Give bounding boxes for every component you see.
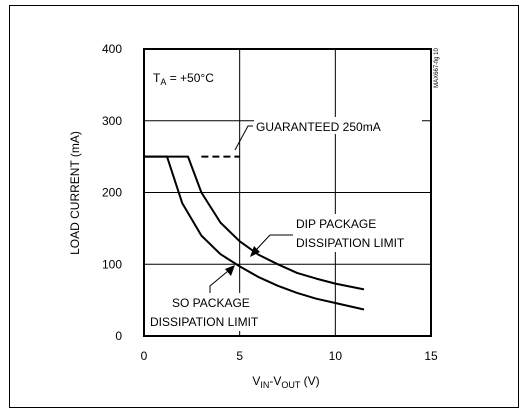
guaranteed-leader (234, 125, 253, 151)
y-tick-label: 300 (102, 114, 122, 128)
x-axis-title: VIN-VOUT (V) (252, 374, 319, 390)
dip-label-mask (292, 214, 430, 252)
guaranteed-label-mask (254, 117, 422, 134)
x-tick-label: 5 (236, 349, 243, 363)
x-tick-label: 10 (329, 349, 343, 363)
so-label-line2: DISSIPATION LIMIT (150, 315, 259, 329)
plot-area-border (143, 48, 432, 337)
so-leader (209, 270, 229, 293)
dip-arrowhead (250, 246, 260, 257)
x-tick-label: 0 (141, 349, 148, 363)
dip-label-line2: DISSIPATION LIMIT (296, 236, 405, 250)
series-line-so (144, 155, 365, 311)
y-tick-label: 100 (102, 257, 122, 271)
tick-labels: 0 5 10 15 0 100 200 300 400 (102, 42, 438, 363)
so-arrowhead (225, 265, 235, 276)
series (144, 155, 365, 311)
y-axis-title: LOAD CURRENT (mA) (68, 131, 82, 255)
dip-label-line1: DIP PACKAGE (296, 217, 376, 231)
figure-frame (9, 5, 519, 408)
figure-id: MAX667-fig 10 (434, 48, 440, 88)
x-tick-label: 15 (424, 349, 438, 363)
so-label-line1: SO PACKAGE (172, 296, 250, 310)
temperature-condition: TA = +50°C (153, 71, 214, 87)
so-label-mask (147, 293, 281, 331)
guaranteed-label: GUARANTEED 250mA (256, 120, 381, 134)
y-tick-label: 0 (115, 329, 122, 343)
grid (144, 49, 431, 336)
y-tick-label: 400 (102, 42, 122, 56)
series-line-dip (144, 155, 365, 291)
y-tick-label: 200 (102, 186, 122, 200)
dip-leader (255, 234, 293, 251)
